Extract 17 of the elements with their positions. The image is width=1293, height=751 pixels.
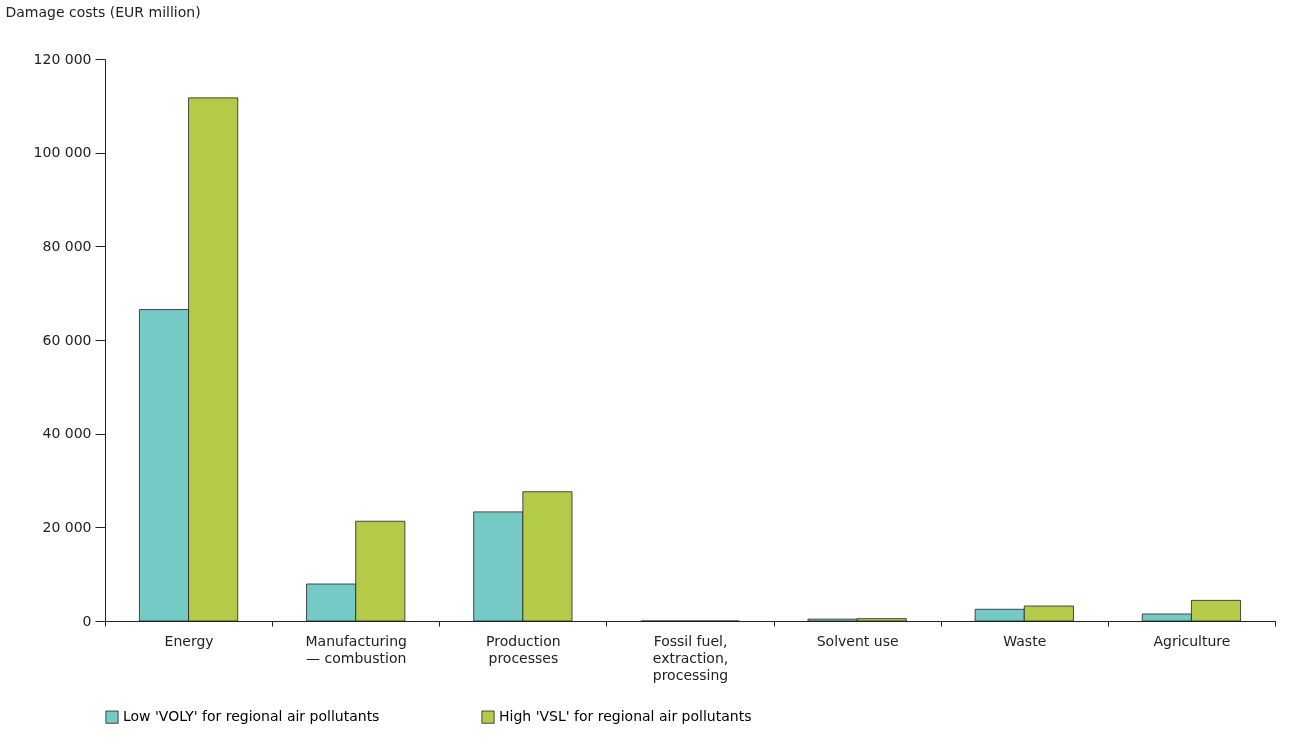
x-tick-label: Manufacturing — combustion xyxy=(305,632,407,666)
y-tick-label: 20 000 xyxy=(42,518,92,535)
x-tick-label: Energy xyxy=(164,632,214,649)
x-tick-label: Waste xyxy=(1003,632,1047,649)
y-tick-label: 80 000 xyxy=(42,237,92,254)
x-tick-label: Solvent use xyxy=(816,632,899,649)
y-tick-label: 60 000 xyxy=(42,331,92,348)
y-axis-title: Damage costs (EUR million) xyxy=(5,3,201,20)
y-tick-label: 0 xyxy=(82,612,92,629)
x-tick-label: Production processes xyxy=(486,632,561,666)
y-tick-label: 100 000 xyxy=(33,144,92,161)
x-tick-label: Agriculture xyxy=(1153,632,1231,649)
y-tick-label: 120 000 xyxy=(33,50,92,67)
legend-label: Low 'VOLY' for regional air pollutants xyxy=(123,708,380,725)
x-tick-label: Fossil fuel, extraction, processing xyxy=(652,632,729,683)
y-tick-label: 40 000 xyxy=(42,425,92,442)
legend-label: High 'VSL' for regional air pollutants xyxy=(499,708,752,725)
